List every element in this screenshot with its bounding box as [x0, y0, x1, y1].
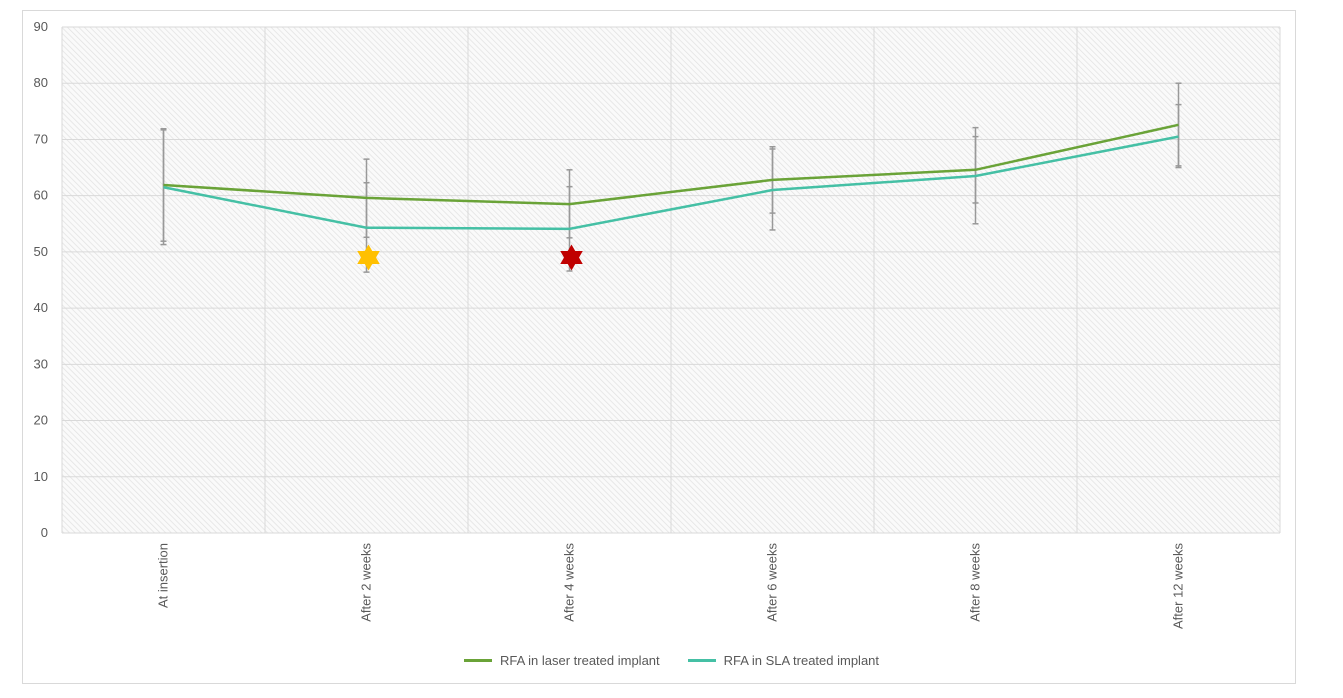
x-tick-label: After 12 weeks — [1171, 543, 1186, 629]
x-tick-label: After 6 weeks — [765, 543, 780, 622]
legend-item-sla: RFA in SLA treated implant — [687, 653, 880, 668]
y-tick-label: 50 — [34, 244, 48, 259]
legend-label: RFA in SLA treated implant — [723, 653, 880, 668]
legend-label: RFA in laser treated implant — [499, 653, 660, 668]
chart-frame — [22, 10, 1296, 684]
y-tick-label: 80 — [34, 75, 48, 90]
star-marker — [357, 251, 380, 271]
y-tick-label: 0 — [41, 525, 48, 540]
x-tick-label: After 8 weeks — [968, 543, 983, 622]
y-tick-label: 90 — [34, 19, 48, 34]
y-tick-label: 30 — [34, 356, 48, 371]
x-tick-label: At insertion — [156, 543, 171, 608]
legend-swatch — [463, 659, 492, 662]
series-line-2 — [163, 135, 1179, 231]
legend: RFA in laser treated implant RFA in SLA … — [0, 653, 1343, 668]
x-tick-label: After 4 weeks — [562, 543, 577, 622]
legend-swatch — [687, 659, 716, 662]
y-tick-label: 10 — [34, 469, 48, 484]
x-tick-label: After 2 weeks — [359, 543, 374, 622]
y-tick-label: 60 — [34, 188, 48, 203]
y-tick-label: 70 — [34, 131, 48, 146]
legend-item-laser: RFA in laser treated implant — [463, 653, 660, 668]
y-tick-label: 40 — [34, 300, 48, 315]
series-line-1 — [163, 123, 1179, 206]
y-tick-label: 20 — [34, 413, 48, 428]
star-marker — [560, 251, 583, 271]
